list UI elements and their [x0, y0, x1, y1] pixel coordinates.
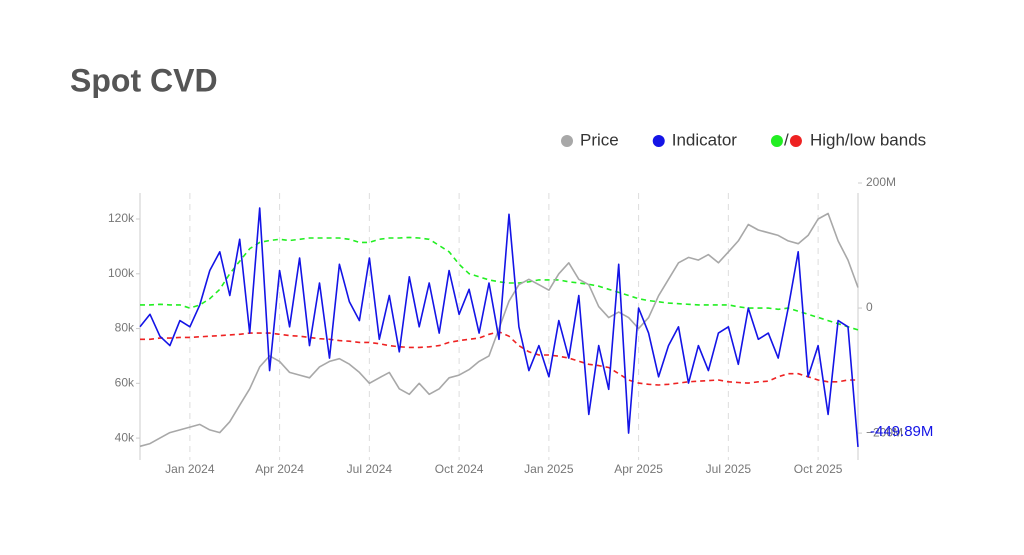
legend-marker: [789, 135, 802, 147]
x-tick-label: Jul 2025: [706, 462, 752, 476]
y-tick-label: 40k: [115, 430, 135, 444]
y2-tick-label: −200M: [866, 425, 903, 439]
x-tick-label: Jan 2025: [524, 462, 574, 476]
legend-label: Indicator: [672, 130, 738, 149]
chart-title: Spot CVD: [70, 62, 218, 98]
x-tick-label: Jan 2024: [165, 462, 215, 476]
y2-tick-label: 200M: [866, 175, 896, 189]
legend-marker: [652, 135, 665, 147]
y-tick-label: 120k: [108, 211, 135, 225]
y2-tick-label: 0: [866, 300, 873, 314]
legend-marker: [770, 135, 783, 147]
x-tick-label: Oct 2024: [435, 462, 484, 476]
y-tick-label: 80k: [115, 321, 135, 335]
legend-label: Price: [580, 130, 619, 149]
series-line: [139, 212, 859, 448]
y-tick-label: 100k: [108, 266, 135, 280]
x-tick-label: Jul 2024: [347, 462, 393, 476]
last-value-label: -449.89M: [870, 423, 933, 440]
x-tick-label: Apr 2025: [614, 462, 663, 476]
y-tick-label: 60k: [115, 375, 135, 389]
legend-label: High/low bands: [810, 130, 926, 149]
x-tick-label: Oct 2025: [794, 462, 843, 476]
legend-marker: [561, 135, 573, 147]
legend-separator: /: [784, 130, 789, 149]
high-band: [140, 236, 859, 331]
series-line: [139, 207, 859, 447]
x-tick-label: Apr 2024: [255, 462, 304, 476]
